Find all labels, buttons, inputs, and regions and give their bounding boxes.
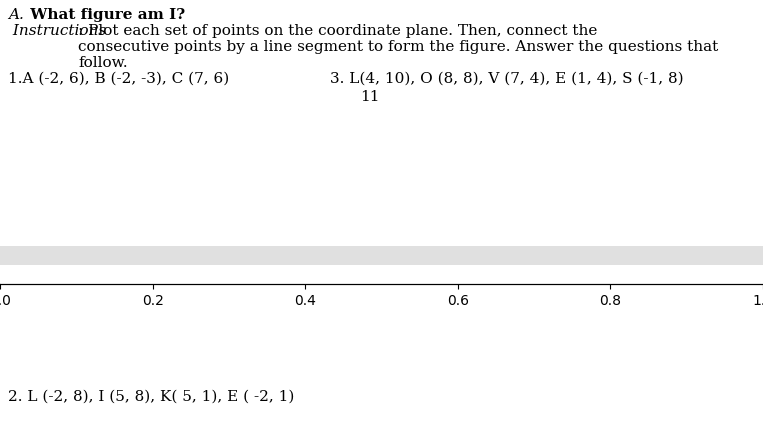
Text: What figure am I?: What figure am I? <box>24 8 185 22</box>
Text: 2. L (-2, 8), I (5, 8), K( 5, 1), E ( -2, 1): 2. L (-2, 8), I (5, 8), K( 5, 1), E ( -2… <box>8 390 295 404</box>
Text: 11: 11 <box>360 90 380 104</box>
Text: Instructions: Instructions <box>8 24 106 38</box>
Text: 3. L(4, 10), O (8, 8), V (7, 4), E (1, 4), S (-1, 8): 3. L(4, 10), O (8, 8), V (7, 4), E (1, 4… <box>330 72 684 86</box>
Text: 1.A (-2, 6), B (-2, -3), C (7, 6): 1.A (-2, 6), B (-2, -3), C (7, 6) <box>8 72 229 86</box>
Text: : Plot each set of points on the coordinate plane. Then, connect the
consecutive: : Plot each set of points on the coordin… <box>78 24 719 71</box>
Text: A.: A. <box>8 8 24 22</box>
